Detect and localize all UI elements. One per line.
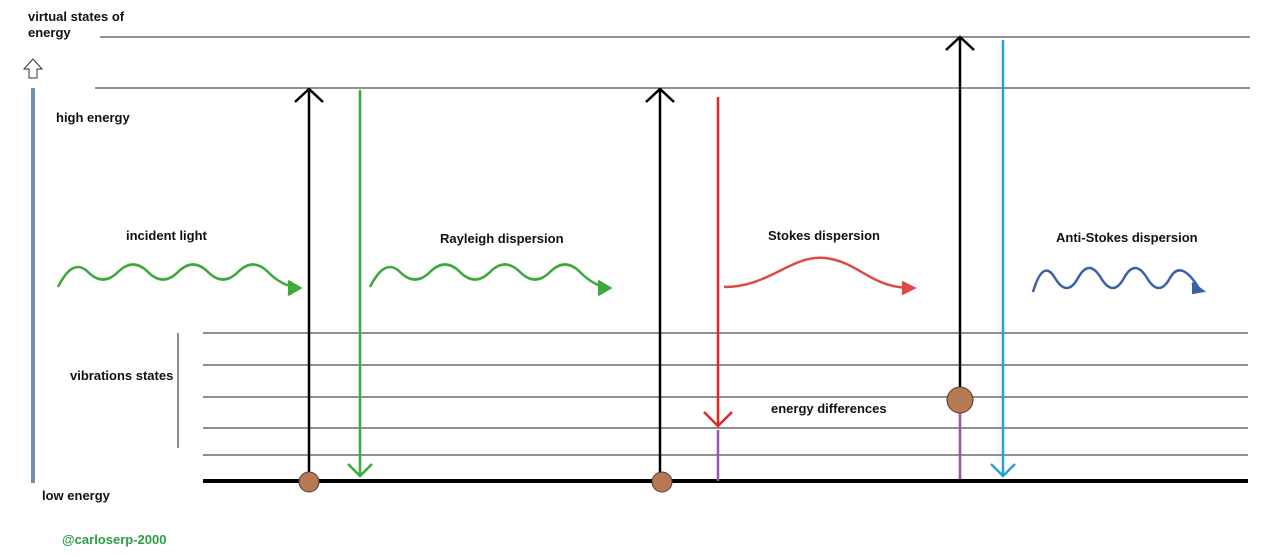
arrow-head [347, 463, 373, 478]
molecule [298, 471, 320, 493]
energy-arrow [22, 58, 44, 79]
wave-head [597, 279, 613, 297]
molecule [651, 471, 673, 493]
wave-head [901, 280, 917, 296]
wave-head [287, 279, 303, 297]
anti-stokes-wave [1031, 266, 1202, 293]
stokes-wave [723, 256, 913, 290]
high-energy-label: high energy [56, 110, 130, 125]
molecule [946, 386, 974, 414]
stokes-label: Stokes dispersion [768, 228, 880, 243]
incident-light-label: incident light [126, 228, 207, 243]
wave-head [1191, 281, 1207, 295]
arrow-head [703, 411, 733, 428]
vibration-levels [203, 332, 1248, 456]
energy-differences-label: energy differences [771, 401, 887, 416]
rayleigh-wave [368, 263, 609, 289]
vibrations-label: vibrations states [70, 368, 174, 383]
transitions [294, 35, 1016, 481]
low-energy-label: low energy [42, 488, 110, 503]
virtual-states-label: virtual states of energy [28, 9, 125, 40]
arrow-head [945, 35, 975, 51]
arrow-head [645, 87, 675, 103]
rayleigh-label: Rayleigh dispersion [440, 231, 564, 246]
credit: @carloserp-2000 [62, 532, 167, 547]
arrow-head [990, 463, 1016, 478]
arrow-head [294, 87, 324, 103]
anti-stokes-label: Anti-Stokes dispersion [1056, 230, 1198, 245]
incident-wave [56, 263, 299, 289]
